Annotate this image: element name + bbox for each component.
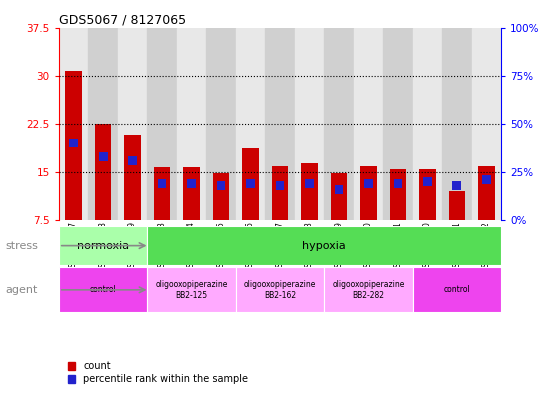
Legend: count, percentile rank within the sample: count, percentile rank within the sample	[64, 358, 252, 388]
Bar	[390, 169, 406, 220]
Bar	[265, 28, 295, 220]
Bar	[59, 267, 147, 312]
Bar	[147, 28, 177, 220]
Bar	[354, 28, 383, 220]
Bar	[66, 70, 82, 220]
Bar	[295, 28, 324, 220]
Bar	[124, 135, 141, 220]
Bar	[472, 28, 501, 220]
Bar	[452, 181, 461, 190]
Bar	[324, 28, 354, 220]
Bar	[217, 181, 226, 190]
Bar	[413, 28, 442, 220]
Bar	[95, 124, 111, 220]
Bar	[236, 267, 324, 312]
Bar	[118, 28, 147, 220]
Text: GDS5067 / 8127065: GDS5067 / 8127065	[59, 13, 186, 26]
Bar	[394, 179, 403, 188]
Text: control: control	[90, 285, 116, 294]
Bar	[246, 179, 255, 188]
Bar	[361, 165, 376, 220]
Bar	[187, 179, 196, 188]
Bar	[213, 173, 229, 220]
Bar	[99, 152, 108, 161]
Bar	[383, 28, 413, 220]
Text: oligooxopiperazine
BB2-282: oligooxopiperazine BB2-282	[332, 280, 405, 299]
Text: stress: stress	[6, 241, 39, 251]
Bar	[154, 167, 170, 220]
Bar	[482, 175, 491, 184]
Bar	[423, 177, 432, 186]
Bar	[478, 165, 494, 220]
Bar	[157, 179, 166, 188]
Text: hypoxia: hypoxia	[302, 241, 346, 251]
Bar	[242, 147, 259, 220]
Bar	[301, 163, 318, 220]
Bar	[147, 226, 501, 265]
Text: agent: agent	[6, 285, 38, 295]
Text: normoxia: normoxia	[77, 241, 129, 251]
Bar	[324, 267, 413, 312]
Bar	[69, 139, 78, 147]
Bar	[331, 173, 347, 220]
Bar	[419, 169, 436, 220]
Text: control: control	[444, 285, 470, 294]
Bar	[413, 267, 501, 312]
Bar	[272, 165, 288, 220]
Bar	[88, 28, 118, 220]
Bar	[184, 167, 199, 220]
Bar	[128, 156, 137, 165]
Bar	[59, 28, 88, 220]
Bar	[364, 179, 373, 188]
Bar	[59, 226, 147, 265]
Bar	[147, 267, 236, 312]
Bar	[177, 28, 206, 220]
Bar	[305, 179, 314, 188]
Bar	[276, 181, 284, 190]
Bar	[236, 28, 265, 220]
Bar	[449, 191, 465, 220]
Bar	[334, 185, 343, 194]
Bar	[442, 28, 472, 220]
Text: oligooxopiperazine
BB2-162: oligooxopiperazine BB2-162	[244, 280, 316, 299]
Bar	[206, 28, 236, 220]
Text: oligooxopiperazine
BB2-125: oligooxopiperazine BB2-125	[155, 280, 228, 299]
